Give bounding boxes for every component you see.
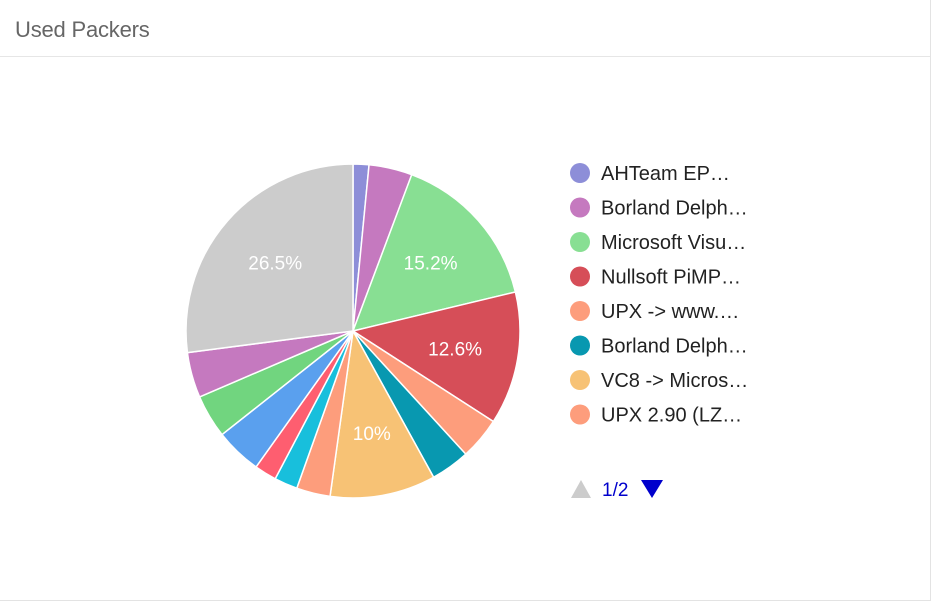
legend-swatch-6 <box>570 370 590 390</box>
packers-pie-chart: 15.2% 12.6% 10% 26.5% AHTeam EP… Borland Del… <box>185 163 748 501</box>
legend-item-2[interactable]: Microsoft Visu… <box>570 232 746 254</box>
triangle-up-icon[interactable] <box>571 480 591 498</box>
legend-item-0[interactable]: AHTeam EP… <box>570 163 730 185</box>
pie-group: 15.2% 12.6% 10% 26.5% <box>185 163 521 499</box>
legend-item-7[interactable]: UPX 2.90 (LZ… <box>570 404 742 427</box>
legend-item-5[interactable]: Borland Delph… <box>570 335 748 358</box>
legend: AHTeam EP… Borland Delph… Microsoft Visu… N… <box>570 163 748 427</box>
legend-item-6[interactable]: VC8 -> Micros… <box>570 370 748 392</box>
legend-swatch-7 <box>570 404 590 425</box>
legend-swatch-4 <box>570 301 590 321</box>
legend-swatch-5 <box>570 335 590 356</box>
pie-slice-6[interactable] <box>329 328 435 499</box>
legend-label-3: Nullsoft PiMP… <box>601 267 741 289</box>
legend-label-6: VC8 -> Micros… <box>601 370 748 392</box>
triangle-down-icon[interactable] <box>641 480 663 498</box>
legend-item-1[interactable]: Borland Delph… <box>570 197 748 220</box>
legend-swatch-3 <box>570 266 590 287</box>
legend-page-indicator: 1/2 <box>602 480 628 501</box>
slice-value-label-13: 26.5% <box>248 254 302 275</box>
slice-value-label-2: 15.2% <box>404 253 458 274</box>
panel-title: Used Packers <box>15 17 150 42</box>
legend-item-4[interactable]: UPX -> www.… <box>570 301 739 323</box>
slice-value-label-3: 12.6% <box>428 339 482 360</box>
legend-swatch-2 <box>570 232 590 252</box>
legend-label-2: Microsoft Visu… <box>601 232 746 254</box>
legend-item-3[interactable]: Nullsoft PiMP… <box>570 266 741 289</box>
legend-label-1: Borland Delph… <box>601 198 748 220</box>
pie-slice-3[interactable] <box>351 291 521 423</box>
panel-header: Used Packers <box>0 0 930 57</box>
slice-value-label-6: 10% <box>353 424 391 445</box>
legend-label-5: Borland Delph… <box>601 336 748 358</box>
pie-slice-13[interactable] <box>185 163 354 354</box>
legend-label-4: UPX -> www.… <box>601 301 739 323</box>
legend-swatch-1 <box>570 197 590 218</box>
legend-pager: 1/2 <box>571 480 663 501</box>
pie-slice-2[interactable] <box>351 173 517 333</box>
legend-label-7: UPX 2.90 (LZ… <box>601 405 742 427</box>
legend-swatch-0 <box>570 163 590 183</box>
legend-label-0: AHTeam EP… <box>601 163 730 185</box>
